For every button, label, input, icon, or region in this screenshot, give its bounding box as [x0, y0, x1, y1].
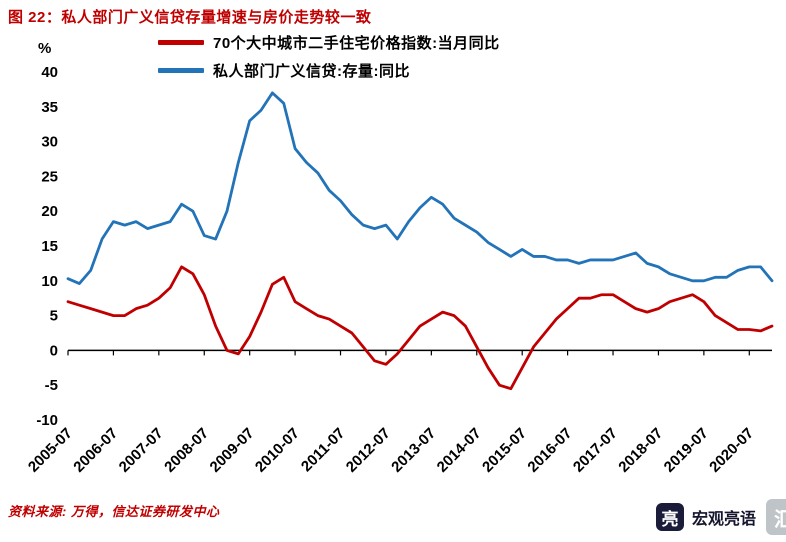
svg-text:2010-07: 2010-07 [252, 425, 303, 476]
svg-text:2017-07: 2017-07 [570, 425, 621, 476]
svg-text:5: 5 [50, 308, 58, 325]
hongguan-liangyu-logo-icon: 亮 [655, 503, 684, 531]
x-axis-tick-labels: 2005-072006-072007-072008-072009-072010-… [25, 350, 757, 476]
legend-swatch-blue [158, 68, 204, 73]
svg-text:25: 25 [41, 168, 58, 185]
svg-text:2013-07: 2013-07 [388, 425, 439, 476]
svg-text:2019-07: 2019-07 [661, 425, 712, 476]
svg-text:2015-07: 2015-07 [479, 425, 530, 476]
gelonghui-logo-icon: 汇 [766, 499, 786, 535]
svg-text:15: 15 [41, 238, 58, 255]
y-axis-tick-labels: 40 35 30 25 20 15 10 5 0 -5 -10 [36, 64, 58, 429]
chart-legend: 70个大中城市二手住宅价格指数:当月同比 私人部门广义信贷:存量:同比 [158, 32, 500, 81]
chart-title: 图 22：私人部门广义信贷存量增速与房价走势较一致 [8, 9, 372, 26]
legend-item-credit: 私人部门广义信贷:存量:同比 [158, 60, 500, 81]
svg-text:2020-07: 2020-07 [706, 425, 757, 476]
svg-text:-5: -5 [45, 377, 58, 394]
watermark: 亮 宏观亮语 汇 [655, 498, 786, 536]
svg-text:30: 30 [41, 134, 58, 151]
svg-text:2014-07: 2014-07 [434, 425, 485, 476]
svg-text:2008-07: 2008-07 [161, 425, 212, 476]
svg-text:35: 35 [41, 99, 58, 116]
svg-text:-10: -10 [36, 412, 58, 429]
svg-text:10: 10 [41, 273, 58, 290]
series-line-0 [66, 265, 774, 391]
svg-text:2007-07: 2007-07 [116, 425, 167, 476]
svg-text:20: 20 [41, 203, 58, 220]
legend-label-credit: 私人部门广义信贷:存量:同比 [213, 63, 410, 80]
svg-text:2009-07: 2009-07 [207, 425, 258, 476]
series-line-1 [66, 91, 774, 285]
svg-text:2011-07: 2011-07 [298, 425, 348, 475]
svg-text:40: 40 [41, 64, 58, 81]
legend-item-price-index: 70个大中城市二手住宅价格指数:当月同比 [158, 32, 500, 53]
svg-text:2012-07: 2012-07 [343, 425, 394, 476]
svg-text:2018-07: 2018-07 [615, 425, 666, 476]
legend-label-price-index: 70个大中城市二手住宅价格指数:当月同比 [213, 35, 500, 52]
svg-text:2005-07: 2005-07 [25, 425, 76, 476]
svg-text:2006-07: 2006-07 [70, 425, 121, 476]
svg-text:2016-07: 2016-07 [524, 425, 575, 476]
legend-swatch-red [158, 40, 204, 45]
svg-text:0: 0 [50, 342, 58, 359]
y-axis-unit-label: % [38, 40, 52, 57]
data-source-note: 资料来源: 万得，信达证券研发中心 [8, 504, 220, 519]
watermark-name: 宏观亮语 [691, 511, 756, 528]
